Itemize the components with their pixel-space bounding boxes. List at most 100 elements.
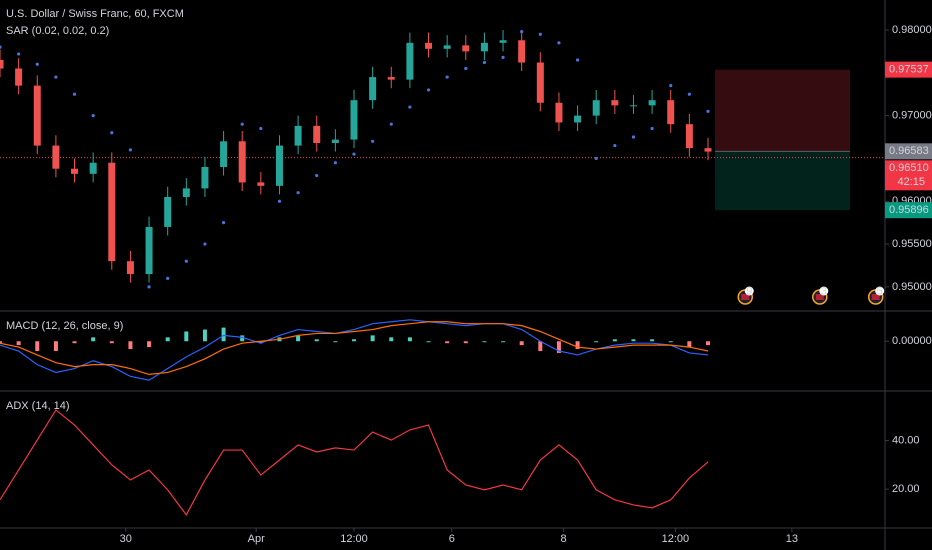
candle-body bbox=[462, 45, 470, 52]
candle-body bbox=[518, 40, 526, 63]
candle-body bbox=[574, 115, 582, 123]
candle-body bbox=[685, 124, 693, 149]
x-tick-label: 8 bbox=[561, 533, 567, 545]
histogram-bar bbox=[202, 329, 207, 342]
candle-body bbox=[350, 100, 358, 140]
candle-body bbox=[89, 162, 97, 174]
y-tick-label: 20.00 bbox=[892, 483, 920, 495]
candle-body bbox=[52, 145, 60, 169]
sar-dot bbox=[72, 92, 77, 96]
y-tick-label: 0.98000 bbox=[892, 24, 932, 36]
histogram-bar bbox=[53, 341, 58, 351]
price-label: 0.95896 bbox=[889, 204, 929, 216]
candle-body bbox=[257, 182, 265, 186]
pane-title: U.S. Dollar / Swiss Franc, 60, FXCM bbox=[6, 8, 184, 20]
histogram-bar bbox=[370, 335, 375, 342]
sar-dot bbox=[0, 45, 2, 49]
histogram-bar bbox=[463, 341, 468, 344]
candle-body bbox=[294, 125, 302, 146]
sar-dot bbox=[575, 58, 580, 62]
candle-body bbox=[611, 100, 619, 106]
sar-dot bbox=[221, 221, 226, 225]
sar-dot bbox=[650, 126, 654, 131]
price-countdown: 42:15 bbox=[897, 176, 925, 188]
sar-dot bbox=[91, 114, 95, 118]
sar-dot bbox=[445, 75, 449, 79]
sar-dot bbox=[147, 285, 151, 289]
histogram-bar bbox=[221, 327, 226, 342]
sar-dot bbox=[352, 152, 356, 156]
histogram-bar bbox=[352, 339, 356, 342]
sar-dot bbox=[594, 156, 598, 161]
sar-dot bbox=[687, 92, 691, 96]
candle-body bbox=[443, 45, 451, 49]
y-tick-label: 0.95500 bbox=[892, 238, 932, 250]
histogram-bar bbox=[35, 341, 40, 351]
sar-dot bbox=[259, 126, 263, 131]
histogram-bar bbox=[333, 341, 338, 343]
sar-dot bbox=[389, 122, 393, 126]
sar-dot bbox=[613, 143, 617, 148]
indicator-line bbox=[0, 319, 709, 381]
sar-dot bbox=[482, 60, 487, 65]
event-count-badge bbox=[819, 286, 829, 296]
candle-body bbox=[406, 42, 414, 80]
sar-dot bbox=[333, 161, 337, 165]
histogram-bar bbox=[575, 341, 580, 350]
histogram-bar bbox=[556, 341, 561, 353]
x-tick-label: 6 bbox=[449, 533, 455, 545]
candle-body bbox=[201, 166, 209, 189]
histogram-bar bbox=[482, 341, 487, 343]
candle-body bbox=[331, 139, 339, 144]
candle-body bbox=[425, 42, 433, 49]
candle-body bbox=[648, 100, 656, 106]
histogram-bar bbox=[0, 341, 2, 344]
y-tick-label: 40.00 bbox=[892, 434, 920, 446]
candle-body bbox=[704, 148, 712, 152]
candle-body bbox=[369, 77, 377, 101]
candle-body bbox=[145, 226, 153, 275]
histogram-bar bbox=[426, 341, 431, 343]
candle-body bbox=[667, 100, 675, 125]
histogram-bar bbox=[109, 341, 114, 344]
price-label-bg bbox=[885, 160, 932, 191]
histogram-bar bbox=[594, 341, 599, 343]
candle-body bbox=[220, 141, 228, 167]
price-label-bg bbox=[885, 61, 932, 78]
sar-dot bbox=[184, 259, 188, 263]
candle-body bbox=[499, 40, 507, 43]
candle-body bbox=[126, 261, 134, 275]
candle-body bbox=[33, 85, 41, 146]
histogram-bar bbox=[650, 339, 655, 342]
histogram-bar bbox=[72, 341, 77, 344]
candle-body bbox=[592, 100, 600, 116]
legend-entry: SAR (0.02, 0.02, 0.2) bbox=[6, 25, 109, 37]
sar-dot bbox=[501, 55, 505, 59]
histogram-bar bbox=[445, 341, 450, 344]
candle-body bbox=[108, 162, 116, 262]
candle-body bbox=[313, 125, 321, 144]
price-label: 0.97537 bbox=[889, 64, 929, 76]
histogram-bar bbox=[538, 341, 543, 351]
candle-body bbox=[480, 42, 488, 52]
sar-dot bbox=[315, 173, 319, 178]
histogram-bar bbox=[668, 341, 673, 343]
histogram-bar bbox=[314, 339, 319, 342]
pane-title: ADX (14, 14) bbox=[6, 400, 70, 412]
sar-dot bbox=[296, 191, 300, 195]
candle-body bbox=[71, 168, 79, 174]
risk-zone bbox=[714, 69, 851, 152]
event-count-badge bbox=[875, 286, 885, 296]
candle-body bbox=[238, 141, 246, 183]
histogram-bar bbox=[240, 335, 245, 342]
histogram-bar bbox=[128, 341, 133, 350]
sar-dot bbox=[408, 105, 412, 109]
event-flag-stripe bbox=[871, 294, 880, 300]
y-tick-label: 0.95000 bbox=[892, 281, 932, 293]
sar-dot bbox=[17, 52, 21, 56]
event-count-badge bbox=[744, 286, 754, 296]
candle-body bbox=[275, 145, 283, 186]
x-tick-label: Apr bbox=[248, 533, 265, 545]
event-flag-stripe bbox=[815, 294, 824, 300]
